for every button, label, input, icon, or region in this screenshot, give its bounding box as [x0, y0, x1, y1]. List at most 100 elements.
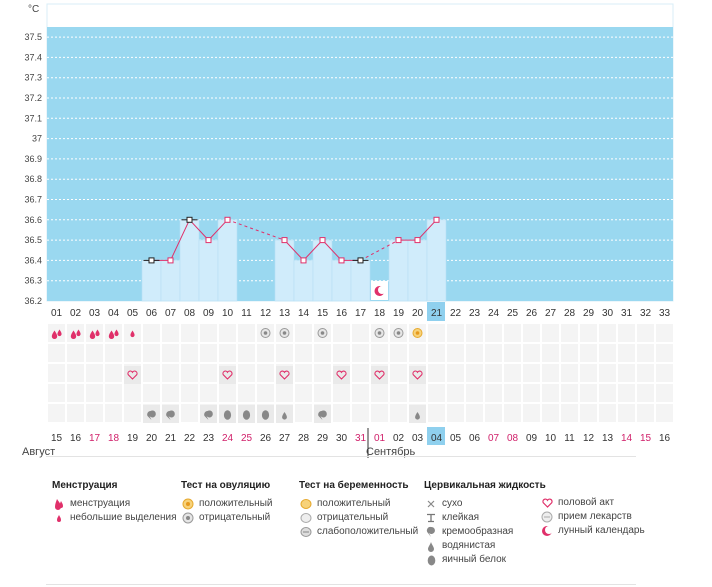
- date-label: 27: [279, 433, 291, 444]
- grid-cell: [67, 324, 84, 342]
- grid-cell: [485, 384, 502, 402]
- grid-cell: [409, 384, 426, 402]
- today-date-highlight: [427, 427, 445, 445]
- sticky-icon: [424, 511, 438, 525]
- cycle-day-label: 25: [507, 308, 519, 319]
- pill-icon: [540, 510, 554, 524]
- series-line: [417, 219, 437, 241]
- grid-cell: [352, 344, 369, 362]
- menstruation-icon: [57, 329, 62, 337]
- heart-icon: [127, 370, 138, 380]
- heart-icon: [222, 370, 233, 380]
- grid-cell: [542, 404, 559, 422]
- grid-cell: [200, 324, 217, 342]
- temperature-bar: [350, 260, 371, 302]
- grid-cell: [637, 344, 654, 362]
- legend-item: водянистая: [424, 539, 546, 553]
- date-label: 01: [374, 433, 386, 444]
- dry-icon: [424, 497, 438, 511]
- menstruation-icon: [76, 329, 81, 337]
- grid-cell: [181, 344, 198, 362]
- series-line: [303, 239, 323, 261]
- cycle-day-label: 33: [659, 308, 671, 319]
- grid-cell: [656, 384, 673, 402]
- grid-cell: [561, 384, 578, 402]
- grid-cell: [295, 404, 312, 422]
- grid-cell: [599, 344, 616, 362]
- grid-cell: [580, 324, 597, 342]
- heart-icon: [279, 370, 290, 380]
- cycle-day-label: 17: [355, 308, 367, 319]
- cycle-day-label: 21: [431, 308, 443, 319]
- date-label: 03: [412, 433, 424, 444]
- grid-cell: [143, 344, 160, 362]
- date-label: 25: [241, 433, 253, 444]
- grid-cell: [257, 344, 274, 362]
- y-tick-label: 36.5: [24, 235, 42, 245]
- legend-title: Тест на овуляцию: [181, 480, 271, 491]
- grid-cell: [447, 404, 464, 422]
- grid-cell: [238, 384, 255, 402]
- grid-cell: [485, 344, 502, 362]
- cycle-day-label: 24: [488, 308, 500, 319]
- temperature-bar: [217, 219, 238, 302]
- grid-cell: [295, 344, 312, 362]
- grid-cell: [352, 364, 369, 382]
- grid-cell: [105, 364, 122, 382]
- grid-cell: [523, 324, 540, 342]
- date-label: 30: [336, 433, 348, 444]
- grid-cell: [390, 404, 407, 422]
- cycle-day-label: 20: [412, 308, 424, 319]
- grid-cell: [466, 344, 483, 362]
- grid-cell: [447, 364, 464, 382]
- grid-cell: [390, 344, 407, 362]
- data-point: [300, 257, 307, 264]
- grid-cell: [333, 384, 350, 402]
- y-tick-label: 36.9: [24, 154, 42, 164]
- grid-cell: [371, 404, 388, 422]
- grid-cell: [542, 384, 559, 402]
- temperature-bar: [274, 239, 295, 302]
- pregnancy-positive-icon: [299, 497, 313, 511]
- creamy-icon: [204, 410, 213, 420]
- date-label: 13: [602, 433, 614, 444]
- y-tick-label: 36.4: [24, 255, 42, 265]
- grid-cell: [143, 364, 160, 382]
- date-label: 20: [146, 433, 158, 444]
- grid-cell: [580, 404, 597, 422]
- grid-cell: [504, 404, 521, 422]
- grid-cell: [105, 404, 122, 422]
- date-label: 22: [184, 433, 196, 444]
- temperature-bar: [388, 239, 409, 302]
- series-line: [227, 219, 285, 241]
- cycle-day-label: 18: [374, 308, 386, 319]
- grid-cell: [67, 404, 84, 422]
- date-label: 26: [260, 433, 272, 444]
- date-label: 10: [545, 433, 557, 444]
- grid-cell: [333, 344, 350, 362]
- temperature-chart: °C 36.2 36.3 36.4 36.5 36.6 36.7 36.8 36.9 37 37.1…: [22, 3, 674, 458]
- grid-cell: [105, 344, 122, 362]
- grid-cell: [580, 384, 597, 402]
- cycle-day-label: 23: [469, 308, 481, 319]
- moon-icon: [540, 524, 554, 538]
- series-line: [170, 219, 190, 261]
- grid-cell: [257, 384, 274, 402]
- date-label: 28: [298, 433, 310, 444]
- cycle-day-label: 14: [298, 308, 310, 319]
- grid-cell: [238, 344, 255, 362]
- plot-area: [47, 27, 673, 301]
- legend-fluid: Цервикальная жидкость сухо клейкая кремо…: [424, 480, 546, 567]
- temperature-bar: [426, 219, 447, 302]
- cycle-day-label: 16: [336, 308, 348, 319]
- date-label: 15: [51, 433, 63, 444]
- grid-cell: [86, 344, 103, 362]
- grid-cell: [124, 404, 141, 422]
- data-point: [167, 257, 174, 264]
- grid-cell: [656, 344, 673, 362]
- legend-item: менструация: [52, 497, 177, 511]
- grid-cell: [656, 364, 673, 382]
- date-label: 16: [70, 433, 82, 444]
- grid-cell: [200, 364, 217, 382]
- watery-icon: [424, 539, 438, 553]
